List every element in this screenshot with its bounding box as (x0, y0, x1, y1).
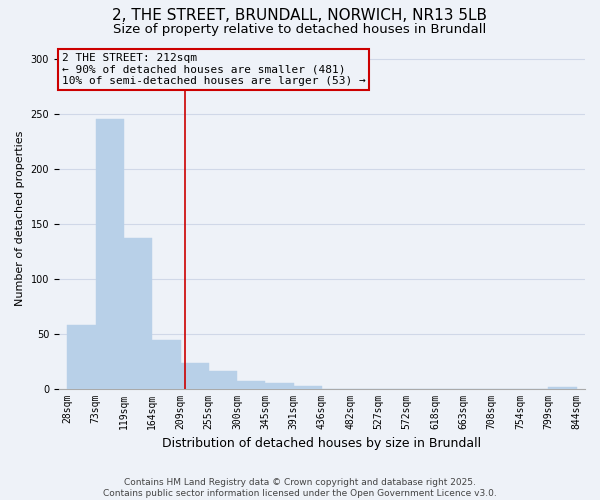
Bar (237, 381, 265, 388)
Y-axis label: Number of detached properties: Number of detached properties (15, 130, 25, 306)
Bar (181, 364, 209, 388)
Bar (293, 386, 322, 388)
Bar (265, 383, 293, 388)
Text: 2, THE STREET, BRUNDALL, NORWICH, NR13 5LB: 2, THE STREET, BRUNDALL, NORWICH, NR13 5… (113, 8, 487, 22)
Text: 2 THE STREET: 212sqm
← 90% of detached houses are smaller (481)
10% of semi-deta: 2 THE STREET: 212sqm ← 90% of detached h… (62, 52, 365, 86)
Bar (124, 238, 152, 388)
Bar (209, 371, 237, 388)
Bar (152, 340, 181, 388)
Bar (67, 324, 95, 388)
Bar (95, 119, 124, 388)
Text: Contains HM Land Registry data © Crown copyright and database right 2025.
Contai: Contains HM Land Registry data © Crown c… (103, 478, 497, 498)
Text: Size of property relative to detached houses in Brundall: Size of property relative to detached ho… (113, 22, 487, 36)
X-axis label: Distribution of detached houses by size in Brundall: Distribution of detached houses by size … (163, 437, 482, 450)
